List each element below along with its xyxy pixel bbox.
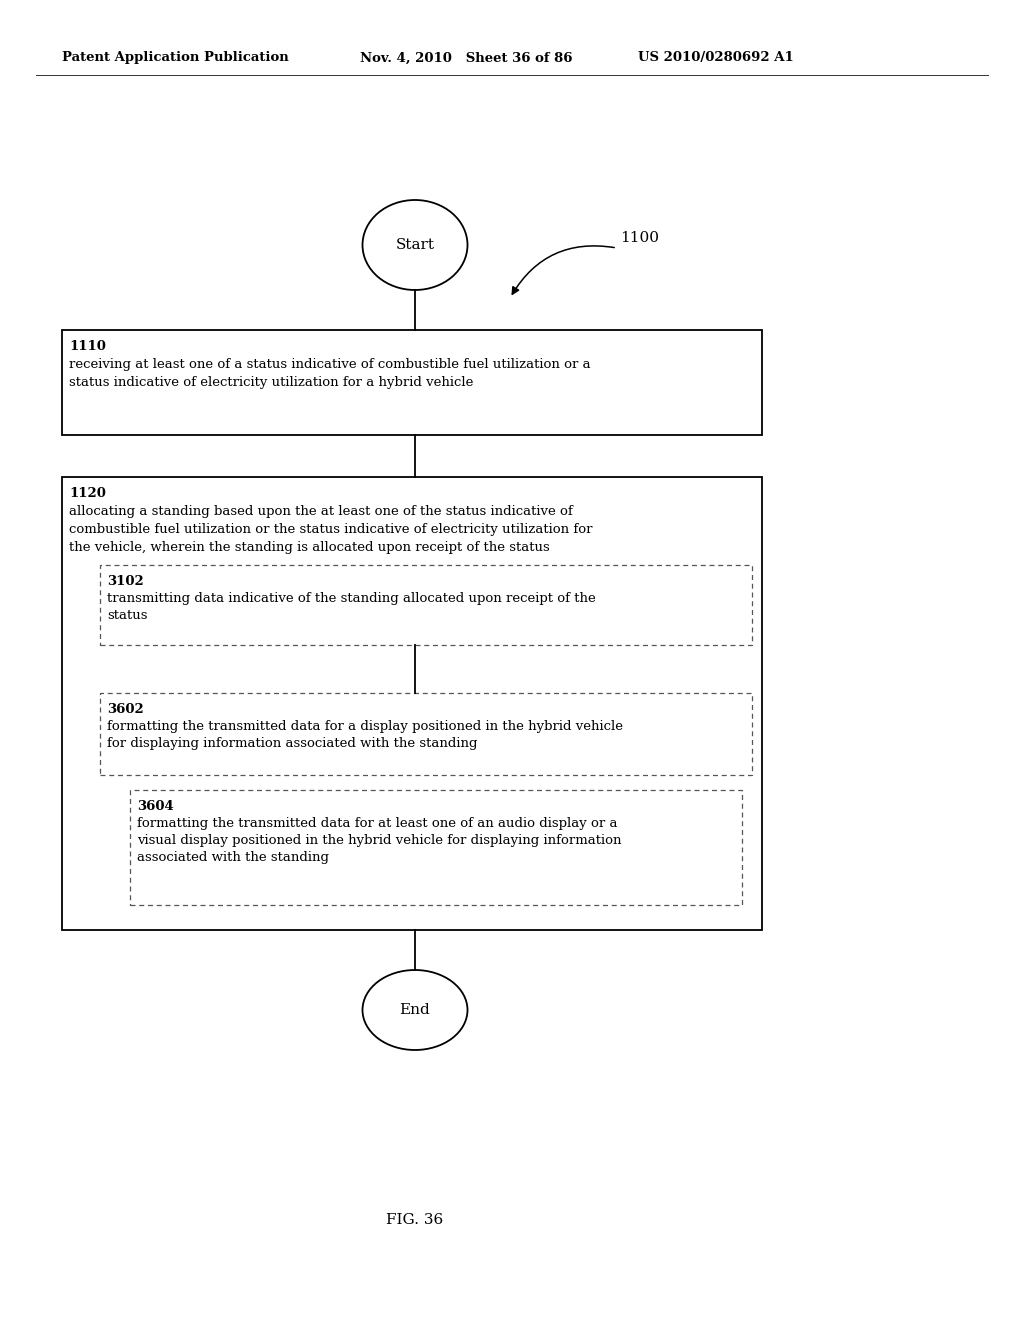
Text: for displaying information associated with the standing: for displaying information associated wi… (106, 737, 477, 750)
Text: status indicative of electricity utilization for a hybrid vehicle: status indicative of electricity utiliza… (69, 376, 473, 389)
Text: allocating a standing based upon the at least one of the status indicative of: allocating a standing based upon the at … (69, 506, 572, 517)
Text: the vehicle, wherein the standing is allocated upon receipt of the status: the vehicle, wherein the standing is all… (69, 541, 550, 554)
Text: formatting the transmitted data for a display positioned in the hybrid vehicle: formatting the transmitted data for a di… (106, 719, 623, 733)
Bar (100, 693, 752, 775)
FancyArrowPatch shape (512, 246, 614, 294)
Text: transmitting data indicative of the standing allocated upon receipt of the: transmitting data indicative of the stan… (106, 591, 596, 605)
Text: US 2010/0280692 A1: US 2010/0280692 A1 (638, 51, 794, 65)
Text: associated with the standing: associated with the standing (137, 851, 329, 865)
Text: End: End (399, 1003, 430, 1016)
Text: FIG. 36: FIG. 36 (386, 1213, 443, 1228)
Bar (100, 565, 752, 645)
Text: combustible fuel utilization or the status indicative of electricity utilization: combustible fuel utilization or the stat… (69, 523, 593, 536)
Text: 1100: 1100 (620, 231, 659, 246)
Text: receiving at least one of a status indicative of combustible fuel utilization or: receiving at least one of a status indic… (69, 358, 591, 371)
Bar (62, 477, 762, 931)
Text: Patent Application Publication: Patent Application Publication (62, 51, 289, 65)
Text: visual display positioned in the hybrid vehicle for displaying information: visual display positioned in the hybrid … (137, 834, 622, 847)
Bar (62, 330, 762, 436)
Text: Nov. 4, 2010   Sheet 36 of 86: Nov. 4, 2010 Sheet 36 of 86 (360, 51, 572, 65)
Text: status: status (106, 609, 147, 622)
Text: Start: Start (395, 238, 434, 252)
Text: 1120: 1120 (69, 487, 105, 500)
Text: 3602: 3602 (106, 704, 143, 715)
Text: 3102: 3102 (106, 576, 143, 587)
Bar (130, 789, 742, 906)
Text: formatting the transmitted data for at least one of an audio display or a: formatting the transmitted data for at l… (137, 817, 617, 830)
Text: 3604: 3604 (137, 800, 174, 813)
Text: 1110: 1110 (69, 341, 105, 352)
